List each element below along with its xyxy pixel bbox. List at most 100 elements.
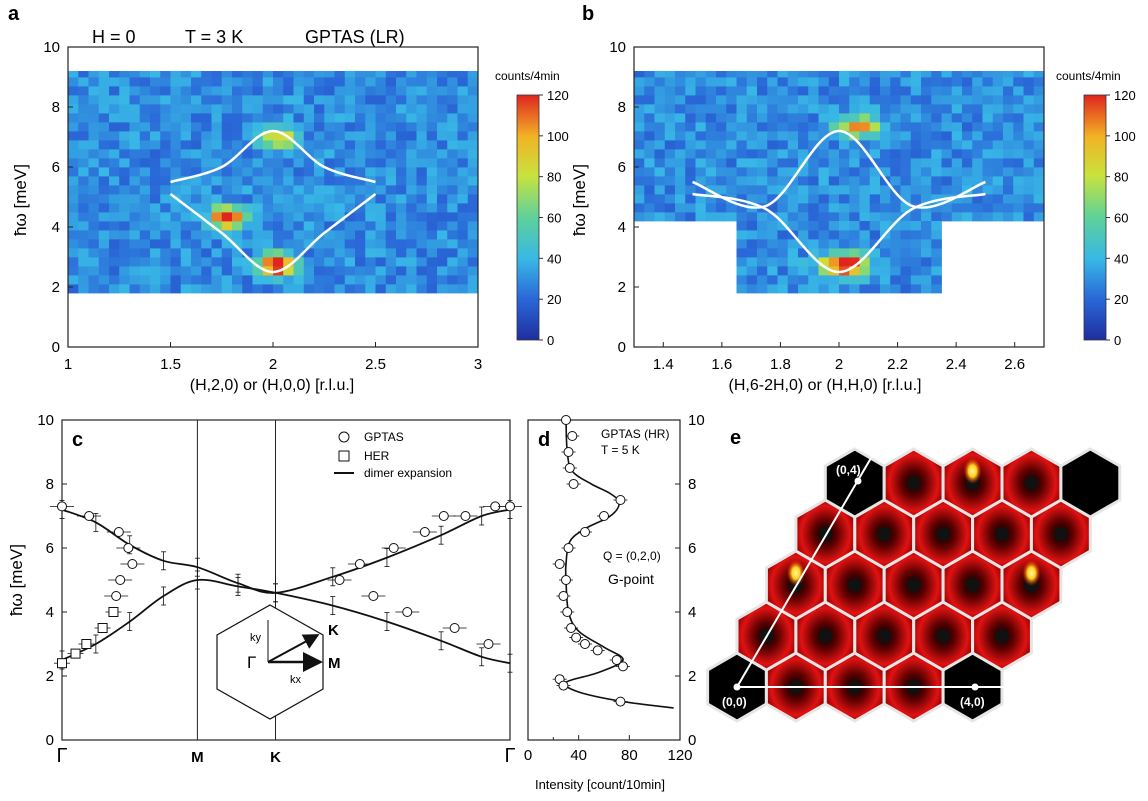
heatmap-cell xyxy=(129,104,141,114)
heatmap-cell xyxy=(303,203,315,213)
heatmap-cell xyxy=(808,284,819,294)
heatmap-cell xyxy=(191,239,202,249)
heatmap-cell xyxy=(746,71,758,78)
heatmap-cell xyxy=(1023,95,1035,105)
x-tick-label: 0 xyxy=(524,747,532,764)
heatmap-cell xyxy=(201,194,212,204)
panel-c-ylabel: ħω [meV] xyxy=(7,544,26,616)
heatmap-cell xyxy=(849,77,860,87)
heatmap-cell xyxy=(664,176,676,186)
heatmap-cell xyxy=(273,257,284,267)
heatmap-cell xyxy=(685,131,696,141)
heatmap-cell xyxy=(447,95,458,105)
heatmap-cell xyxy=(150,194,161,204)
heatmap-cell xyxy=(314,113,325,123)
heatmap-cell xyxy=(221,221,233,231)
heatmap-cell xyxy=(98,104,110,114)
heatmap-cell xyxy=(232,104,243,114)
heatmap-cell xyxy=(777,185,789,195)
heatmap-cell xyxy=(406,266,417,276)
heatmap-cell xyxy=(170,185,182,195)
heatmap-cell xyxy=(705,203,717,213)
heatmap-cell xyxy=(437,176,448,186)
heatmap-cell xyxy=(303,275,315,285)
colorbar-tick-label: 100 xyxy=(1114,129,1136,144)
heatmap-cell xyxy=(426,158,438,168)
heatmap-cell xyxy=(160,122,171,132)
heatmap-cell xyxy=(457,248,469,258)
heatmap-cell xyxy=(191,77,202,87)
heatmap-cell xyxy=(344,158,356,168)
heatmap-cell xyxy=(78,203,89,213)
heatmap-cell xyxy=(201,95,212,105)
y-tick-label: 0 xyxy=(618,339,626,356)
heatmap-cell xyxy=(211,167,223,177)
gptas-point xyxy=(354,559,365,569)
heatmap-cell xyxy=(221,212,233,222)
heatmap-cell xyxy=(716,212,727,222)
heatmap-cell xyxy=(777,257,789,267)
heatmap-cell xyxy=(982,95,994,105)
heatmap-cell xyxy=(242,185,253,195)
heatmap-cell xyxy=(634,86,645,96)
inset-ky-label: ky xyxy=(250,632,262,644)
heatmap-cell xyxy=(859,266,871,276)
heatmap-cell xyxy=(293,122,305,132)
heatmap-cell xyxy=(1023,71,1035,78)
heatmap-cell xyxy=(726,77,737,87)
heatmap-cell xyxy=(457,212,469,222)
heatmap-cell xyxy=(1003,203,1014,213)
heatmap-cell xyxy=(242,239,253,249)
y-tick-label: 8 xyxy=(52,99,60,116)
heatmap-cell xyxy=(252,221,264,231)
heatmap-cell xyxy=(262,158,274,168)
heatmap-cell xyxy=(139,104,151,114)
heatmap-cell xyxy=(982,140,994,150)
heatmap-cell xyxy=(931,257,942,267)
heatmap-cell xyxy=(767,167,778,177)
heatmap-cell xyxy=(355,185,366,195)
heatmap-cell xyxy=(951,95,963,105)
heatmap-cell xyxy=(634,113,645,123)
heatmap-cell xyxy=(160,203,171,213)
heatmap-cell xyxy=(180,257,192,267)
heatmap-cell xyxy=(324,95,335,105)
heatmap-cell xyxy=(1013,212,1024,222)
point-04-dot xyxy=(854,477,862,485)
heatmap-cell xyxy=(869,122,881,132)
heatmap-cell xyxy=(119,248,130,258)
heatmap-cell xyxy=(839,221,850,231)
heatmap-cell xyxy=(859,122,871,132)
heatmap-cell xyxy=(808,266,819,276)
heatmap-cell xyxy=(191,212,202,222)
heatmap-cell xyxy=(951,212,963,222)
heatmap-cell xyxy=(931,95,942,105)
heatmap-cell xyxy=(982,194,994,204)
heatmap-cell xyxy=(150,239,161,249)
heatmap-cell xyxy=(242,86,253,96)
heatmap-cell xyxy=(314,176,325,186)
bright-spot xyxy=(963,458,982,484)
heatmap-cell xyxy=(890,149,901,159)
heatmap-cell xyxy=(211,248,223,258)
heatmap-cell xyxy=(767,194,778,204)
heatmap-cell xyxy=(406,194,417,204)
heatmap-cell xyxy=(344,203,356,213)
heatmap-cell xyxy=(232,122,243,132)
heatmap-cell xyxy=(859,230,871,240)
heatmap-cell xyxy=(767,248,778,258)
heatmap-cell xyxy=(972,158,983,168)
panel-d-instrument: GPTAS (HR) xyxy=(601,427,669,441)
heatmap-cell xyxy=(828,284,840,294)
heatmap-cell xyxy=(437,131,448,141)
heatmap-cell xyxy=(191,71,202,78)
heatmap-cell xyxy=(736,86,748,96)
heatmap-cell xyxy=(201,248,212,258)
heatmap-cell xyxy=(273,140,284,150)
heatmap-cell xyxy=(211,176,223,186)
heatmap-cell xyxy=(170,266,182,276)
heatmap-cell xyxy=(447,131,458,141)
heatmap-cell xyxy=(160,149,171,159)
heatmap-cell xyxy=(109,77,120,87)
heatmap-cell xyxy=(818,131,830,141)
